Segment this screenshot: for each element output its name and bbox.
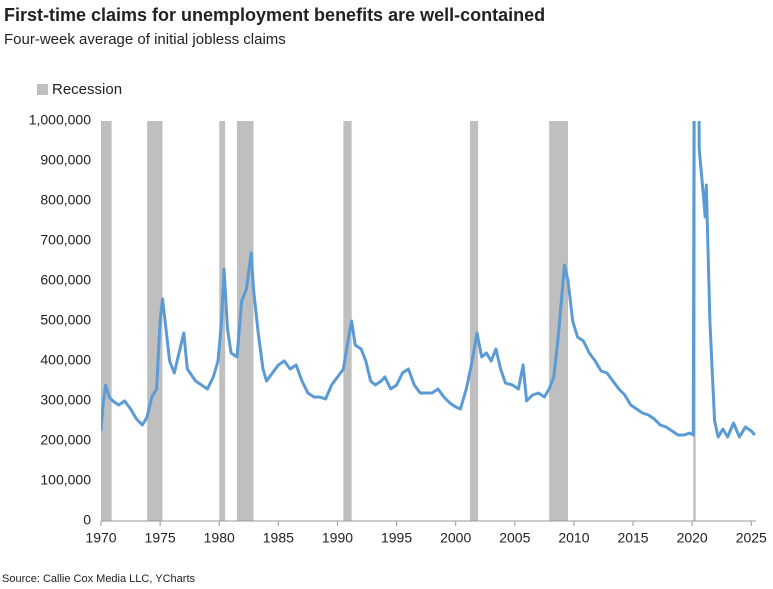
recession-band: [101, 121, 112, 521]
y-tick-label: 0: [83, 512, 91, 528]
x-tick-label: 2005: [499, 530, 530, 546]
x-tick-label: 1985: [263, 530, 294, 546]
x-tick-label: 1995: [381, 530, 412, 546]
x-tick-label: 2025: [736, 530, 767, 546]
x-tick-label: 1975: [145, 530, 176, 546]
chart-title: First-time claims for unemployment benef…: [4, 5, 545, 25]
y-tick-label: 200,000: [40, 432, 91, 448]
y-tick-label: 500,000: [40, 312, 91, 328]
recession-band: [147, 121, 163, 521]
chart-subtitle: Four-week average of initial jobless cla…: [4, 31, 286, 48]
recession-band: [343, 121, 352, 521]
x-tick-label: 2000: [440, 530, 471, 546]
x-tick-label: 1970: [85, 530, 116, 546]
x-tick-label: 2020: [677, 530, 708, 546]
y-tick-label: 1,000,000: [29, 112, 91, 128]
claims-line: [101, 121, 756, 439]
recession-band: [236, 121, 254, 521]
x-tick-label: 2010: [558, 530, 589, 546]
y-tick-label: 300,000: [40, 392, 91, 408]
plot-area: [101, 121, 756, 521]
y-tick-label: 700,000: [40, 232, 91, 248]
y-tick-label: 400,000: [40, 352, 91, 368]
y-tick-label: 600,000: [40, 272, 91, 288]
legend-swatch: [37, 84, 48, 95]
y-tick-label: 100,000: [40, 472, 91, 488]
y-tick-label: 800,000: [40, 192, 91, 208]
y-tick-label: 900,000: [40, 152, 91, 168]
x-tick-label: 1990: [322, 530, 353, 546]
source: Source: Callie Cox Media LLC, YCharts: [2, 573, 195, 585]
x-tick-label: 2015: [617, 530, 648, 546]
recession-band: [469, 121, 479, 521]
x-tick-label: 1980: [204, 530, 235, 546]
legend-label: Recession: [52, 81, 122, 98]
